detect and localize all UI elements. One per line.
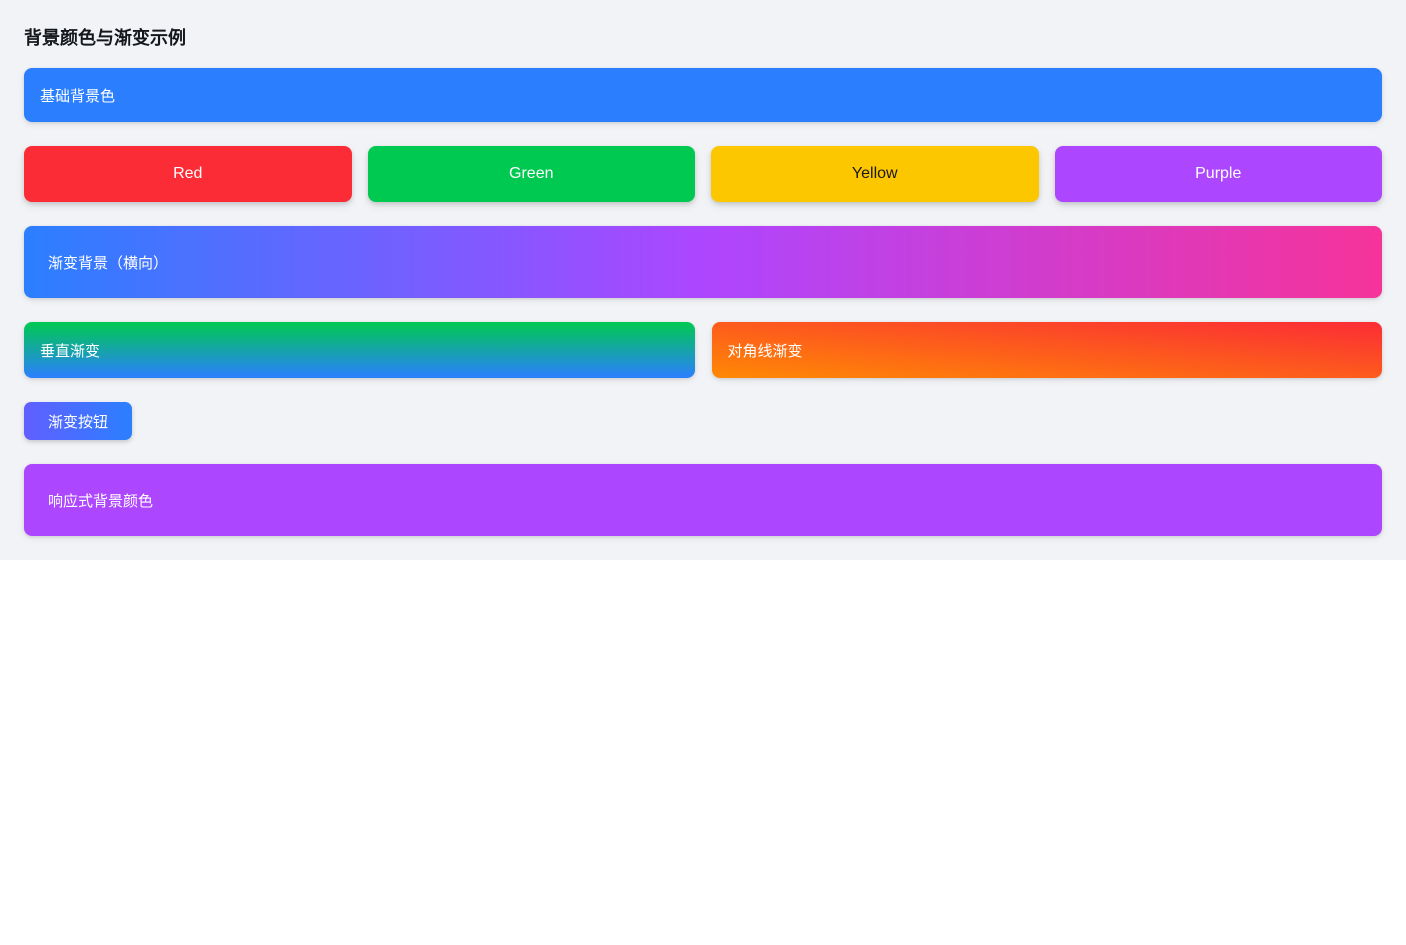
basic-background-bar: 基础背景色 [24,68,1382,122]
vertical-gradient-bar: 垂直渐变 [24,322,695,378]
background-demo-section: 背景颜色与渐变示例 基础背景色 Red Green Yellow Purple … [0,0,1406,560]
color-swatch-red-label: Red [173,165,203,182]
responsive-background-bar: 响应式背景颜色 [24,464,1382,536]
color-swatch-yellow-label: Yellow [851,165,898,182]
basic-background-bar-label: 基础背景色 [40,87,116,105]
color-swatch-green: Green [367,146,695,202]
color-swatch-red: Red [24,146,352,202]
diagonal-gradient-bar: 对角线渐变 [711,322,1382,378]
page-title: 背景颜色与渐变示例 [24,28,186,48]
color-swatch-yellow: Yellow [711,146,1039,202]
gradient-half-grid: 垂直渐变 对角线渐变 [24,322,1382,378]
color-swatch-grid: Red Green Yellow Purple [24,146,1382,202]
diagonal-gradient-bar-label: 对角线渐变 [727,342,803,360]
color-swatch-purple-label: Purple [1195,165,1242,182]
gradient-button[interactable]: 渐变按钮 [24,402,133,440]
color-swatch-purple: Purple [1054,146,1382,202]
responsive-background-bar-label: 响应式背景颜色 [48,492,154,510]
vertical-gradient-bar-label: 垂直渐变 [40,342,101,360]
horizontal-gradient-bar: 渐变背景（横向） [24,226,1382,298]
horizontal-gradient-bar-label: 渐变背景（横向） [48,254,169,272]
color-swatch-green-label: Green [509,165,554,182]
